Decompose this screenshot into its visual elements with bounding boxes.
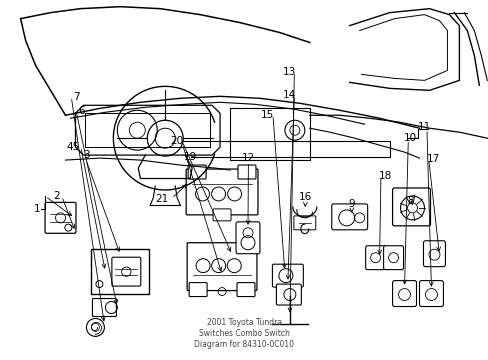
FancyBboxPatch shape [272,264,303,287]
Bar [91,249,149,294]
FancyBboxPatch shape [236,222,260,254]
Text: 12: 12 [241,153,255,163]
Circle shape [65,224,72,231]
FancyBboxPatch shape [187,243,256,291]
FancyBboxPatch shape [213,209,230,221]
FancyBboxPatch shape [189,283,207,297]
Text: 2: 2 [53,191,60,201]
Text: 10: 10 [403,133,416,143]
Text: 7: 7 [73,92,80,102]
FancyBboxPatch shape [237,283,254,297]
Text: 21: 21 [155,194,168,204]
Text: 3: 3 [82,150,89,160]
Text: 17: 17 [426,154,439,164]
Text: 8: 8 [406,196,413,206]
Text: 14: 14 [282,90,295,100]
FancyBboxPatch shape [383,246,403,270]
FancyBboxPatch shape [419,280,443,306]
Text: 1: 1 [34,204,41,214]
FancyBboxPatch shape [112,257,141,286]
FancyBboxPatch shape [276,284,301,305]
FancyBboxPatch shape [92,298,116,316]
FancyBboxPatch shape [293,216,315,230]
FancyBboxPatch shape [331,204,367,230]
Text: 13: 13 [282,67,295,77]
Text: 6: 6 [78,106,84,116]
FancyBboxPatch shape [392,280,416,306]
Circle shape [96,280,102,288]
FancyBboxPatch shape [392,188,429,226]
FancyBboxPatch shape [186,169,258,215]
Text: 9: 9 [348,199,354,210]
FancyBboxPatch shape [423,241,445,267]
Text: 2001 Toyota Tundra
Switches Combo Switch
Diagram for 84310-0C010: 2001 Toyota Tundra Switches Combo Switch… [194,318,294,349]
FancyBboxPatch shape [188,165,205,179]
Text: 19: 19 [184,152,197,162]
FancyBboxPatch shape [365,246,385,270]
Text: 18: 18 [379,171,392,181]
FancyBboxPatch shape [45,202,76,233]
Text: 20: 20 [170,136,183,146]
FancyBboxPatch shape [238,165,255,179]
Text: 16: 16 [298,192,311,202]
Text: 15: 15 [261,110,274,120]
Text: 45: 45 [66,142,80,152]
Text: 11: 11 [417,122,430,132]
